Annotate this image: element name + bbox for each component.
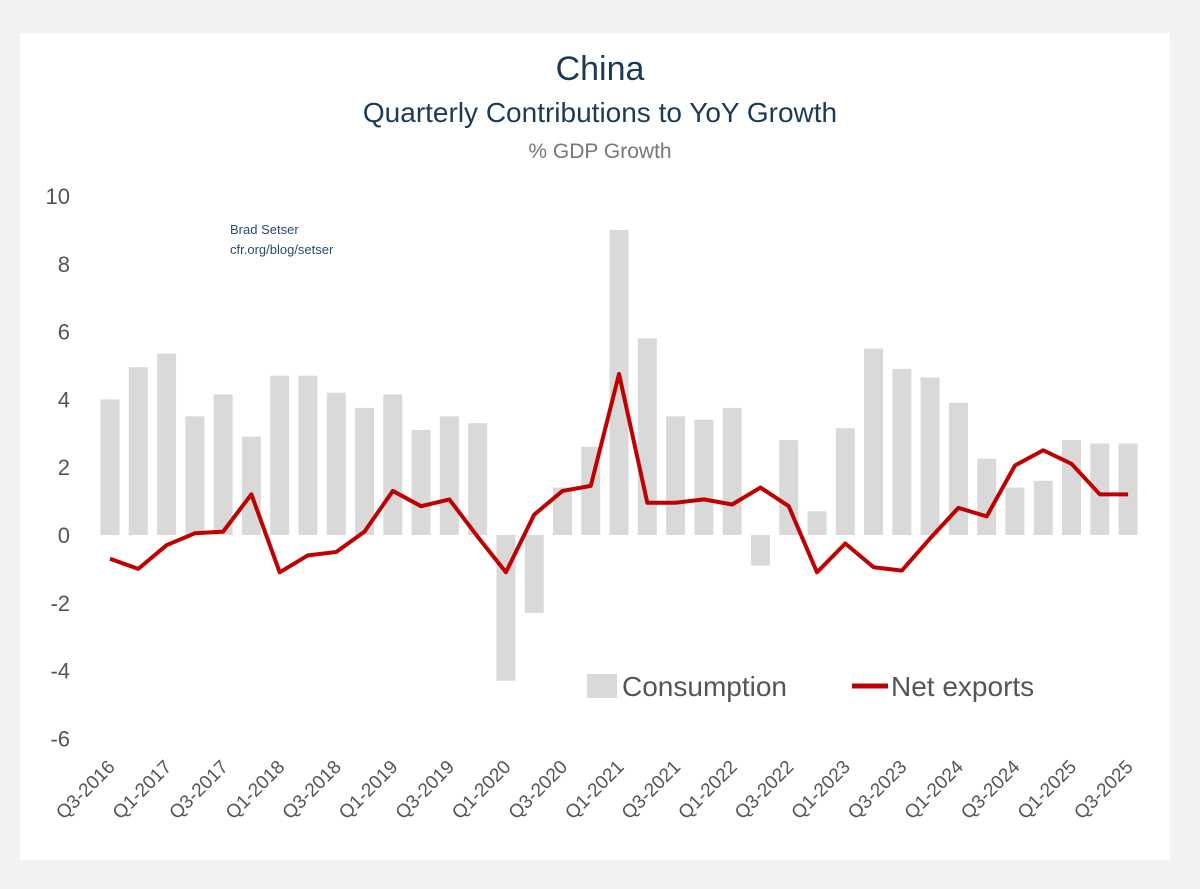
bar-Q4-2019 bbox=[468, 423, 488, 535]
bar-Q1-2018 bbox=[270, 375, 290, 535]
x-tick-label: Q1-2021 bbox=[561, 757, 628, 824]
bar-Q2-2019 bbox=[411, 429, 431, 535]
x-tick-label: Q3-2020 bbox=[505, 757, 572, 824]
legend-consumption-label: Consumption bbox=[622, 671, 787, 702]
bar-Q1-2019 bbox=[383, 394, 403, 535]
x-tick-label: Q3-2018 bbox=[279, 757, 346, 824]
y-tick-label: -6 bbox=[50, 726, 70, 751]
x-tick-label: Q3-2024 bbox=[957, 756, 1024, 823]
bar-Q3-2019 bbox=[439, 416, 459, 535]
bar-Q3-2020 bbox=[552, 487, 572, 535]
chart-title: China bbox=[555, 50, 645, 88]
bar-Q1-2020 bbox=[496, 535, 516, 681]
bar-Q3-2021 bbox=[666, 416, 686, 535]
bar-Q2-2025 bbox=[1090, 443, 1110, 535]
y-tick-label: 8 bbox=[58, 252, 70, 277]
y-tick-label: -2 bbox=[50, 591, 70, 616]
y-tick-label: 6 bbox=[58, 320, 70, 345]
x-tick-label: Q1-2017 bbox=[109, 757, 176, 824]
bar-Q2-2018 bbox=[298, 375, 318, 535]
source-author: Brad Setser bbox=[230, 222, 299, 237]
x-tick-label: Q3-2021 bbox=[618, 757, 685, 824]
bar-Q3-2023 bbox=[892, 368, 912, 535]
bar-Q3-2022 bbox=[779, 440, 799, 535]
y-tick-label: 4 bbox=[58, 387, 70, 412]
y-axis-label: % GDP Growth bbox=[528, 140, 672, 163]
legend-net-exports-label: Net exports bbox=[891, 671, 1034, 702]
bar-Q1-2024 bbox=[948, 402, 968, 535]
bar-Q3-2018 bbox=[326, 392, 346, 535]
bar-Q2-2020 bbox=[524, 535, 544, 613]
net-exports-line bbox=[109, 371, 1129, 575]
y-tick-label: -4 bbox=[50, 659, 70, 684]
bar-Q3-2017 bbox=[213, 394, 233, 535]
bar-Q4-2024 bbox=[1033, 480, 1053, 535]
y-tick-label: 2 bbox=[58, 455, 70, 480]
x-tick-label: Q1-2024 bbox=[901, 756, 968, 823]
bar-Q2-2024 bbox=[977, 458, 997, 535]
y-tick-label: 10 bbox=[46, 184, 70, 209]
bar-Q1-2023 bbox=[835, 428, 855, 535]
x-tick-label: Q3-2022 bbox=[731, 757, 798, 824]
bar-Q2-2021 bbox=[637, 338, 657, 535]
bar-Q1-2025 bbox=[1062, 440, 1082, 535]
bar-Q4-2022 bbox=[807, 511, 827, 535]
y-tick-label: 0 bbox=[58, 523, 70, 548]
x-tick-label: Q1-2023 bbox=[788, 757, 855, 824]
x-tick-label: Q1-2025 bbox=[1014, 757, 1081, 824]
bar-Q3-2025 bbox=[1118, 443, 1138, 535]
bar-Q2-2022 bbox=[750, 535, 770, 566]
bar-Q4-2021 bbox=[694, 419, 714, 535]
x-tick-label: Q1-2022 bbox=[675, 757, 742, 824]
x-tick-label: Q1-2019 bbox=[335, 757, 402, 824]
x-tick-label: Q1-2020 bbox=[448, 757, 515, 824]
chart-subtitle: Quarterly Contributions to YoY Growth bbox=[362, 97, 838, 128]
bar-Q4-2018 bbox=[355, 407, 375, 535]
x-tick-label: Q3-2023 bbox=[844, 757, 911, 824]
x-tick-label: Q3-2019 bbox=[392, 757, 459, 824]
bar-Q4-2023 bbox=[920, 377, 940, 535]
bar-Q4-2017 bbox=[241, 436, 261, 535]
bar-Q3-2016 bbox=[100, 399, 120, 535]
x-tick-label: Q1-2018 bbox=[222, 757, 289, 824]
bar-Q1-2022 bbox=[722, 407, 742, 535]
bar-Q2-2017 bbox=[185, 416, 205, 535]
x-tick-label: Q3-2017 bbox=[166, 757, 233, 824]
source-url: cfr.org/blog/setser bbox=[230, 242, 334, 257]
legend-consumption-swatch bbox=[587, 674, 617, 698]
bar-Q4-2016 bbox=[128, 367, 148, 535]
bar-Q2-2023 bbox=[864, 348, 884, 535]
chart-card bbox=[20, 33, 1170, 860]
x-tick-label: Q3-2016 bbox=[52, 757, 119, 824]
x-tick-label: Q3-2025 bbox=[1070, 757, 1137, 824]
bar-Q1-2017 bbox=[157, 353, 177, 535]
bar-Q3-2024 bbox=[1005, 487, 1025, 535]
